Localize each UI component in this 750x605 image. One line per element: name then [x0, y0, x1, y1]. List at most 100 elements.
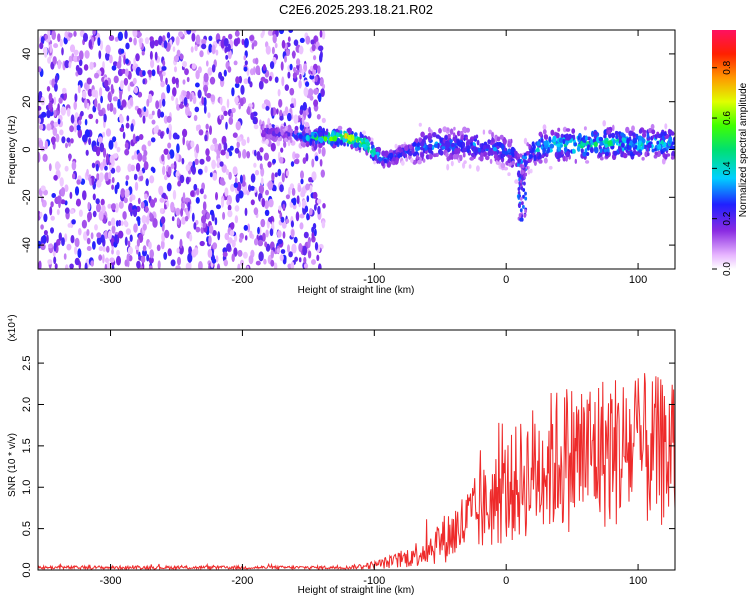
spectrogram-noise-cell: [151, 119, 156, 125]
spectrogram-noise-cell: [76, 55, 80, 62]
spectrogram-noise-cell: [74, 93, 78, 102]
spectrogram-noise-cell: [298, 243, 303, 252]
spectrogram-noise-cell: [112, 136, 117, 143]
spectrogram-noise-cell: [104, 257, 110, 264]
spectrogram-ridge-cell: [524, 161, 528, 166]
spectrogram-noise-cell: [292, 72, 297, 79]
spectrogram-noise-cell: [230, 112, 234, 119]
spectrogram-ridge-cell: [598, 136, 604, 142]
spectrogram-ridge-cell: [573, 149, 576, 154]
spectrogram-ridge-cell: [427, 148, 433, 154]
spectrogram-noise-cell: [158, 99, 162, 109]
spectrogram-ridge-cell: [497, 157, 500, 162]
spectrogram-noise-cell: [221, 198, 224, 208]
spectrogram-noise-cell: [51, 193, 56, 198]
spectrogram-noise-cell: [160, 131, 164, 139]
snr-series-line: [38, 373, 675, 570]
spectrogram-noise-cell: [144, 193, 148, 200]
spectrogram-ridge-cell: [476, 139, 480, 146]
spectrogram-ridge-cell: [460, 134, 464, 141]
spectrogram-noise-cell: [263, 258, 267, 265]
spectrogram-noise-cell: [84, 50, 90, 59]
spectrogram-noise-cell: [293, 114, 299, 124]
spectrogram-noise-cell: [77, 84, 81, 94]
spectrogram-ridge-cell: [459, 130, 464, 136]
spectrogram-noise-cell: [287, 36, 291, 42]
spectrogram-ridge-cell: [668, 140, 672, 145]
spectrogram-noise-cell: [108, 35, 115, 41]
spectrogram-ridge-cell: [670, 155, 675, 160]
spectrogram-noise-cell: [220, 149, 226, 156]
snr-x-tick-label: -100: [363, 575, 385, 587]
spectrogram-ridge-cell: [384, 150, 389, 157]
spectrogram-ridge-cell: [631, 125, 635, 132]
spectrogram-noise-cell: [105, 44, 111, 54]
spectrogram-noise-cell: [154, 39, 159, 47]
spectrogram-ridge-cell: [442, 126, 448, 133]
spectrogram-ridge-cell: [274, 128, 279, 134]
spectrogram-noise-cell: [104, 263, 108, 269]
spectrogram-noise-cell: [223, 38, 229, 47]
spectrogram-noise-cell: [107, 230, 112, 240]
spectrogram-noise-cell: [259, 119, 262, 127]
spectrogram-noise-cell: [262, 30, 265, 36]
spectrogram-ridge-cell: [638, 128, 643, 134]
spectrogram-ridge-cell: [533, 160, 537, 166]
spectrogram-noise-cell: [38, 66, 42, 73]
colorbar-gradient: [712, 30, 736, 269]
spectrogram-ridge-cell: [511, 160, 515, 166]
spectrogram-noise-cell: [222, 251, 228, 258]
spectrogram-ridge-cell: [604, 151, 610, 156]
spectrogram-ridge-cell: [445, 152, 449, 158]
spectrogram-noise-cell: [61, 47, 64, 56]
spectrogram-ridge-cell: [417, 159, 422, 165]
spectrogram-noise-cell: [231, 253, 235, 262]
spectrogram-ridge-cell: [450, 154, 454, 160]
spectrogram-noise-cell: [99, 162, 104, 171]
spectrogram-ridge-cell: [266, 134, 270, 139]
spectrogram-ridge-cell: [514, 179, 519, 184]
spectrogram-noise-cell: [64, 60, 70, 69]
spectrogram-noise-cell: [305, 152, 309, 162]
spectrogram-noise-cell: [279, 115, 284, 121]
spectrogram-noise-cell: [124, 148, 130, 156]
spectrogram-ridge-cell: [526, 142, 529, 147]
spectrogram-ridge-cell: [604, 143, 608, 148]
spectrogram-ridge-cell: [646, 146, 649, 153]
spectrogram-ridge-cell: [287, 139, 291, 147]
spectrogram-ridge-cell: [589, 138, 593, 145]
spectrogram-noise-cell: [273, 262, 278, 269]
spectrogram-noise-cell: [61, 136, 66, 144]
spectrogram-noise-cell: [251, 42, 255, 50]
spectrogram-noise-cell: [125, 122, 130, 129]
spectrogram-ridge-cell: [501, 153, 506, 158]
spectrogram-ridge-cell: [642, 132, 647, 138]
spectrogram-noise-cell: [143, 149, 148, 157]
spectrogram-ridge-cell: [517, 187, 521, 191]
spectrogram-noise-cell: [50, 215, 55, 221]
spectrogram-noise-cell: [142, 70, 146, 77]
spectrogram-noise-cell: [317, 92, 322, 103]
spectrogram-noise-cell: [142, 245, 147, 252]
spectrogram-noise-cell: [82, 134, 88, 143]
spectrogram-noise-cell: [145, 178, 149, 187]
spectrogram-noise-cell: [55, 133, 60, 143]
spectrogram-ridge-cell: [339, 139, 343, 146]
spectrogram-noise-cell: [238, 190, 244, 199]
spectrogram-ridge-cell: [617, 145, 622, 152]
spectrogram-noise-cell: [223, 110, 228, 117]
spectrogram-noise-cell: [53, 43, 59, 49]
spectrogram-noise-cell: [284, 106, 289, 115]
spectrogram-noise-cell: [265, 189, 269, 196]
spectrogram-noise-cell: [242, 149, 247, 159]
spectrogram-ridge-cell: [361, 144, 367, 148]
spectrogram-noise-cell: [274, 172, 278, 178]
spectrogram-noise-cell: [252, 116, 258, 125]
spectrogram-noise-cell: [300, 178, 304, 185]
spectrogram-noise-cell: [120, 188, 126, 198]
spectrogram-noise-cell: [69, 209, 75, 215]
spectrogram-noise-cell: [66, 243, 72, 251]
spectrogram-ridge-cell: [452, 137, 457, 141]
spectrogram-noise-cell: [141, 50, 145, 56]
spectrogram-noise-cell: [73, 30, 77, 37]
